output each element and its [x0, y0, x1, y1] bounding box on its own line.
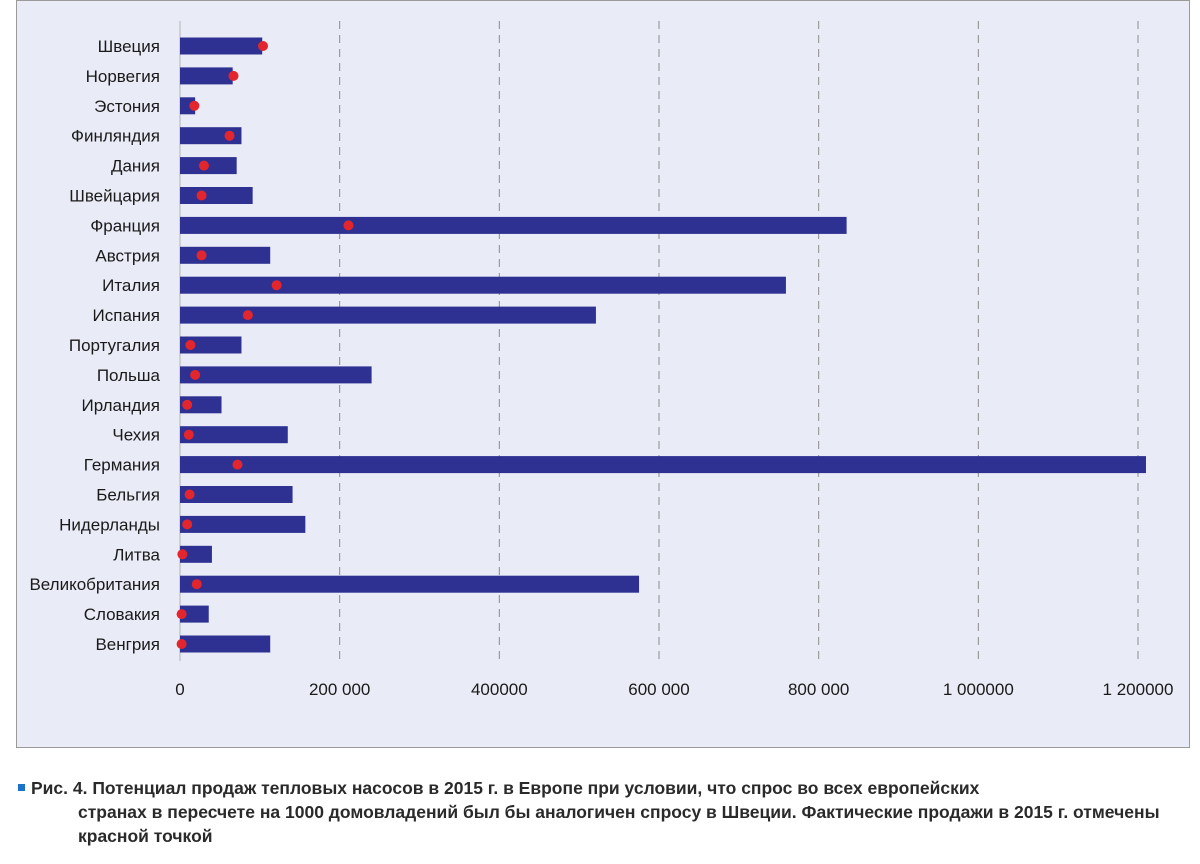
category-label: Италия [102, 276, 160, 295]
bar [180, 605, 209, 623]
category-label: Австрия [95, 246, 160, 265]
category-label: Финляндия [71, 127, 160, 146]
actual-sales-dot [228, 70, 239, 81]
figure-caption: Рис. 4. Потенциал продаж тепловых насосо… [18, 776, 1193, 848]
actual-sales-dot [198, 160, 209, 171]
category-label: Нидерланды [59, 515, 160, 534]
category-label: Литва [113, 545, 160, 564]
x-tick-label: 400000 [471, 680, 528, 699]
category-label: Португалия [69, 336, 160, 355]
bar [180, 456, 1146, 474]
bar-chart: 0 200 000 400000 600 000 800 000 1 000000 1 20… [29, 21, 1174, 699]
category-label: Испания [93, 306, 160, 325]
actual-sales-dot [182, 519, 193, 530]
bar [180, 37, 263, 55]
category-label: Бельгия [96, 486, 160, 505]
actual-sales-dot [271, 280, 282, 291]
actual-sales-dot [185, 340, 196, 350]
bar [180, 366, 372, 384]
actual-sales-dot [176, 639, 187, 649]
bar [180, 306, 596, 324]
category-label: Словакия [84, 605, 160, 624]
bar [180, 486, 293, 503]
bar [180, 396, 222, 414]
bar [180, 515, 306, 533]
actual-sales-dot [191, 579, 202, 590]
category-label: Польша [97, 366, 161, 385]
actual-sales-dot [190, 369, 201, 380]
bar [180, 216, 847, 234]
bar [180, 635, 271, 653]
bar [180, 545, 212, 563]
bar [180, 67, 233, 85]
category-label: Эстония [94, 97, 160, 116]
actual-sales-dot [182, 399, 193, 410]
bar [180, 97, 196, 115]
actual-sales-dot [176, 609, 187, 620]
x-tick-label: 1 200000 [1103, 680, 1174, 699]
actual-sales-dot [224, 130, 235, 141]
category-label: Норвегия [86, 67, 160, 86]
bar [180, 276, 786, 294]
category-label: Чехия [112, 426, 160, 445]
category-label: Великобритания [29, 575, 160, 594]
x-tick-label: 200 000 [309, 680, 370, 699]
bar [180, 575, 640, 593]
category-label: Швеция [98, 37, 160, 56]
bar [180, 187, 253, 204]
actual-sales-dot [189, 100, 200, 111]
category-label: Ирландия [82, 396, 160, 415]
bar [180, 127, 242, 145]
caption-bullet-icon [18, 784, 25, 791]
category-label: Германия [84, 456, 160, 475]
category-label: Дания [111, 157, 160, 176]
bar [180, 246, 271, 264]
actual-sales-dot [184, 489, 195, 500]
x-tick-label: 1 000000 [943, 680, 1014, 699]
bar [180, 336, 242, 354]
x-tick-label: 600 000 [628, 680, 689, 699]
bar [180, 426, 288, 444]
chart-panel: 0 200 000 400000 600 000 800 000 1 000000 1 20… [16, 0, 1190, 748]
category-label: Франция [90, 216, 160, 235]
x-tick-label: 0 [175, 680, 184, 699]
actual-sales-dot [183, 429, 194, 440]
actual-sales-dot [177, 549, 188, 560]
caption-lead: Рис. 4. Потенциал продаж тепловых насосо… [31, 778, 980, 798]
actual-sales-dot [196, 190, 207, 201]
category-label: Венгрия [95, 635, 160, 654]
category-label: Швейцария [69, 187, 160, 206]
actual-sales-dot [242, 310, 253, 321]
actual-sales-dot [258, 41, 269, 51]
caption-rest: странах в пересчете на 1000 домовладений… [78, 802, 1160, 846]
actual-sales-dot [232, 459, 243, 470]
x-tick-label: 800 000 [788, 680, 849, 699]
actual-sales-dot [343, 220, 354, 231]
actual-sales-dot [196, 250, 207, 261]
